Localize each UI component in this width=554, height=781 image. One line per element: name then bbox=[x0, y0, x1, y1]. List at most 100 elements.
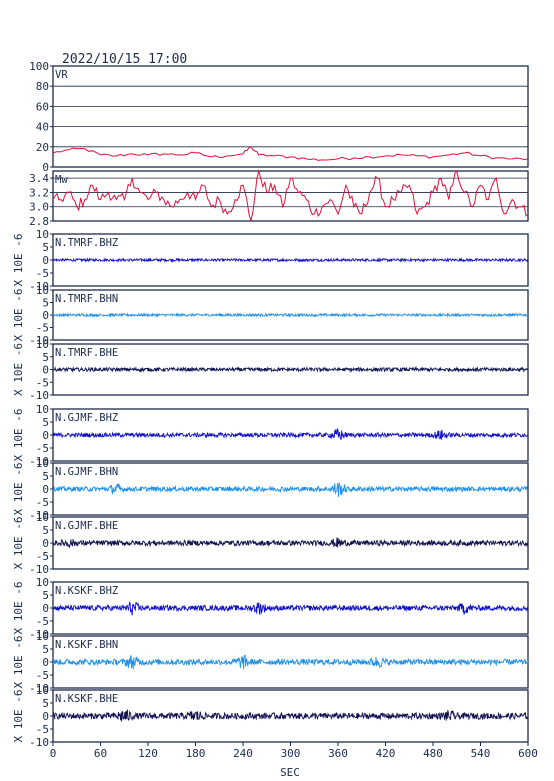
y-axis-unit-label: X 10E -6 bbox=[12, 234, 25, 287]
y-tick-label: 5 bbox=[42, 241, 49, 254]
y-tick-label: 10 bbox=[36, 630, 49, 643]
x-tick-label: 60 bbox=[94, 747, 107, 760]
y-tick-label: 0 bbox=[42, 483, 49, 496]
waveform-trace bbox=[52, 366, 529, 374]
panel-label: N.TMRF.BHE bbox=[55, 347, 118, 359]
y-tick-label: 3.0 bbox=[29, 201, 49, 214]
y-tick-label: 0 bbox=[42, 309, 49, 322]
x-tick-label: 480 bbox=[423, 747, 443, 760]
x-tick-label: 180 bbox=[186, 747, 206, 760]
y-tick-label: -10 bbox=[29, 563, 49, 576]
y-tick-label: 5 bbox=[42, 524, 49, 537]
y-tick-label: 10 bbox=[36, 284, 49, 297]
y-tick-label: 5 bbox=[42, 697, 49, 710]
y-tick-label: 100 bbox=[29, 60, 49, 73]
y-tick-label: -10 bbox=[29, 682, 49, 695]
x-tick-label: 600 bbox=[518, 747, 538, 760]
y-tick-label: -5 bbox=[36, 496, 49, 509]
panel-label: VR bbox=[55, 69, 68, 81]
y-tick-label: -10 bbox=[29, 280, 49, 293]
x-tick-label: 360 bbox=[328, 747, 348, 760]
y-tick-label: 10 bbox=[36, 511, 49, 524]
y-tick-label: 0 bbox=[42, 429, 49, 442]
y-tick-label: 10 bbox=[36, 457, 49, 470]
waveform-trace bbox=[52, 428, 529, 440]
y-tick-label: 80 bbox=[36, 80, 49, 93]
x-tick-label: 240 bbox=[233, 747, 253, 760]
y-tick-label: 40 bbox=[36, 121, 49, 134]
y-tick-label: -10 bbox=[29, 389, 49, 402]
y-tick-label: 0 bbox=[42, 656, 49, 669]
waveform-trace bbox=[52, 537, 529, 548]
x-axis: 0 60 120 180 240 300 360 420 480 540 600 bbox=[50, 742, 538, 760]
panel-label: N.KSKF.BHE bbox=[55, 693, 118, 705]
panel-mw: 2.83.0 3.23.4 Mw bbox=[29, 169, 529, 228]
y-axis-unit-label: X 10E -6 bbox=[12, 409, 25, 462]
y-tick-label: 10 bbox=[36, 576, 49, 589]
y-tick-label: 3.2 bbox=[29, 186, 49, 199]
y-tick-label: -5 bbox=[36, 267, 49, 280]
y-tick-label: -10 bbox=[29, 509, 49, 522]
panel-vr: 0 20 40 60 80 100 VR bbox=[29, 60, 529, 174]
y-tick-label: 10 bbox=[36, 403, 49, 416]
y-axis-unit-label: X 10E -6 bbox=[12, 517, 25, 570]
waveform-trace bbox=[52, 709, 529, 722]
y-tick-label: 5 bbox=[42, 470, 49, 483]
x-tick-label: 420 bbox=[376, 747, 396, 760]
y-tick-label: 5 bbox=[42, 297, 49, 310]
vr-series-line bbox=[52, 146, 529, 161]
y-tick-label: 0 bbox=[42, 602, 49, 615]
panel-label: N.KSKF.BHZ bbox=[55, 585, 118, 597]
panel-label: N.GJMF.BHN bbox=[55, 466, 118, 478]
x-tick-label: 0 bbox=[50, 747, 57, 760]
panel-label: N.KSKF.BHN bbox=[55, 639, 118, 651]
y-axis-unit-label: X 10E -6 bbox=[12, 343, 25, 396]
y-tick-label: -10 bbox=[29, 334, 49, 347]
panel-frame bbox=[52, 65, 529, 168]
panel-label: Mw bbox=[55, 174, 68, 186]
y-tick-label: -10 bbox=[29, 455, 49, 468]
y-tick-label: 10 bbox=[36, 338, 49, 351]
y-tick-label: -10 bbox=[29, 736, 49, 749]
waveform-trace bbox=[52, 312, 529, 318]
y-axis-unit-label: X 10E -6 bbox=[12, 636, 25, 689]
y-tick-label: -5 bbox=[36, 322, 49, 335]
y-tick-label: 0 bbox=[42, 364, 49, 377]
y-tick-label: -5 bbox=[36, 442, 49, 455]
y-tick-label: 3.4 bbox=[29, 172, 49, 185]
y-tick-label: -5 bbox=[36, 550, 49, 563]
header-datetime: 2022/10/15 17:00 bbox=[62, 52, 187, 67]
x-tick-label: 120 bbox=[138, 747, 158, 760]
y-axis-unit-label: X 10E -6 bbox=[12, 690, 25, 743]
waveform-trace bbox=[52, 256, 529, 264]
panel-frame bbox=[52, 170, 529, 222]
panel-label: N.GJMF.BHZ bbox=[55, 412, 118, 424]
y-tick-label: -5 bbox=[36, 723, 49, 736]
y-tick-label: -5 bbox=[36, 376, 49, 389]
y-tick-label: -5 bbox=[36, 669, 49, 682]
y-tick-label: 0 bbox=[42, 710, 49, 723]
x-axis-label: SEC bbox=[280, 766, 300, 779]
y-axis-unit-label: X 10E -6 bbox=[12, 463, 25, 516]
panel-label: N.GJMF.BHE bbox=[55, 520, 118, 532]
y-tick-label: 0 bbox=[42, 537, 49, 550]
y-tick-label: 5 bbox=[42, 416, 49, 429]
panel-label: N.TMRF.BHZ bbox=[55, 237, 118, 249]
y-tick-label: 2.8 bbox=[29, 215, 49, 228]
y-tick-label: -5 bbox=[36, 615, 49, 628]
y-tick-label: 60 bbox=[36, 100, 49, 113]
waveform-trace bbox=[52, 482, 529, 498]
waveform-trace bbox=[52, 601, 529, 616]
y-axis-unit-label: X 10E -6 bbox=[12, 582, 25, 635]
y-tick-label: 5 bbox=[42, 589, 49, 602]
y-tick-label: 10 bbox=[36, 684, 49, 697]
